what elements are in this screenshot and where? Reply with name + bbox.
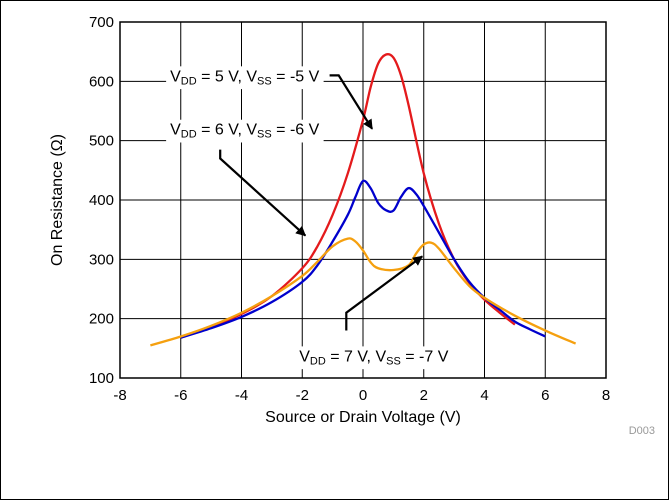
annotations: VDD = 5 V, VSS = -5 V VDD = 6 V, VSS = -6… [166,66,453,370]
series-line-1 [180,53,516,339]
annotation-label-3: VDD = 7 V, VSS = -7 V [299,348,449,367]
annotation-label-2: VDD = 6 V, VSS = -6 V [170,122,320,141]
x-tick-label: -4 [235,387,248,404]
annotation-background [166,119,324,143]
plot-area-border [119,21,607,379]
x-tick-label: 0 [359,387,367,404]
series-line-3 [150,237,577,347]
y-tick-label: 300 [89,251,114,268]
annotation-background [295,346,453,370]
x-tick-label: 6 [541,387,549,404]
y-tick-label: 200 [89,311,114,328]
y-tick-label: 700 [89,14,114,31]
y-axis-title: On Resistance (Ω) [49,134,66,266]
y-tick-label: 100 [89,370,114,387]
annotation-label-1: VDD = 5 V, VSS = -5 V [170,68,320,87]
x-tick-label: -2 [296,387,309,404]
figure-id-label: D003 [629,425,655,437]
y-tick-label: 500 [89,133,114,150]
annotation-arrow-2 [219,149,307,237]
annotation-arrow-1 [329,74,374,130]
x-axis-title: Source or Drain Voltage (V) [265,409,461,426]
x-tick-label: 4 [480,387,488,404]
y-tick-label: 400 [89,192,114,209]
x-tick-label: -6 [174,387,187,404]
series-lines [150,53,577,347]
tick-labels: -8 -6 -4 -2 0 2 4 6 8 100 200 300 400 500 600 700 [89,14,610,404]
x-tick-label: 2 [420,387,428,404]
annotation-arrow-3 [345,255,424,331]
annotation-background [166,66,324,90]
x-tick-label: 8 [602,387,610,404]
x-tick-label: -8 [113,387,126,404]
y-tick-label: 600 [89,73,114,90]
